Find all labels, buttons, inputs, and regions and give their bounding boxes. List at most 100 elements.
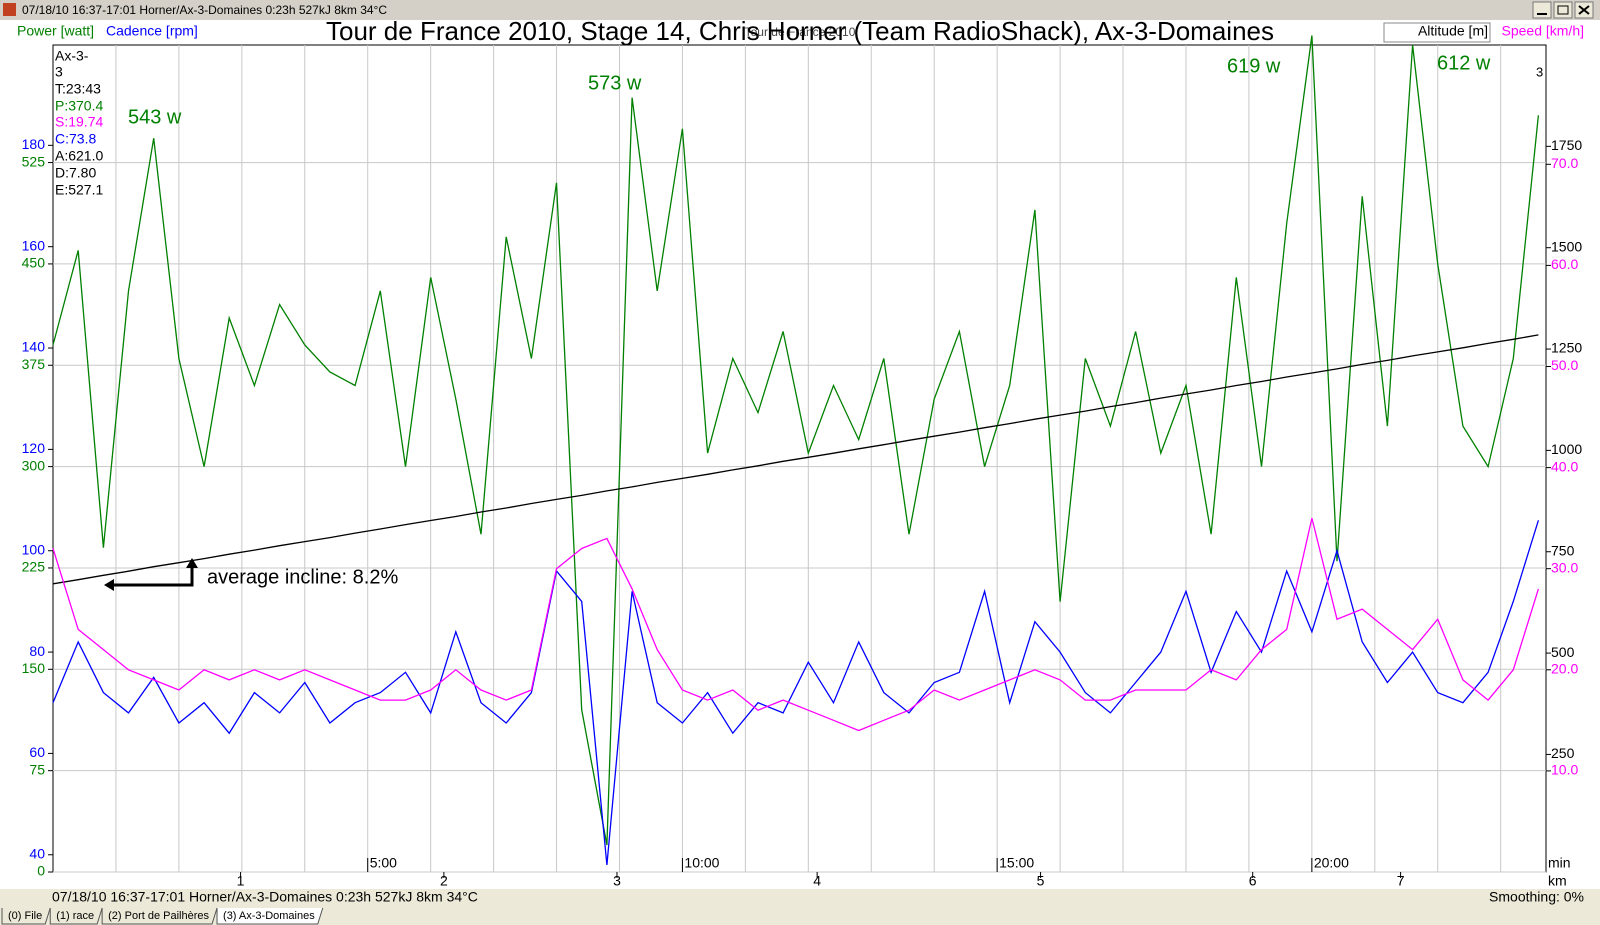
x-tick-label: 20:00	[1314, 855, 1349, 871]
y-tick-label: 0	[37, 863, 45, 879]
y-tick-label: 225	[22, 559, 46, 575]
arrow-head	[104, 579, 114, 591]
info-box: Ax-3- 3 T:23:43 P:370.4 S:19.74 C:73.8 A…	[55, 48, 103, 198]
arrow-line	[108, 563, 194, 587]
tab-shape	[101, 907, 218, 925]
corner-label: 3	[1536, 64, 1543, 79]
status-text: 07/18/10 16:37-17:01 Horner/Ax-3-Domaine…	[52, 889, 478, 905]
y-tick-label: 375	[22, 356, 46, 372]
legend-box	[1383, 22, 1491, 43]
series-line	[52, 334, 1539, 585]
maximize-button[interactable]	[1553, 1, 1573, 19]
x2-tick-label: 5	[1037, 873, 1045, 889]
y2-tick-label: 1250	[1551, 340, 1582, 356]
tab-shape	[49, 907, 103, 925]
y3-tick-label: 60	[29, 744, 45, 760]
y2-tick-label: 1000	[1551, 441, 1582, 457]
y4-tick-label: 70.0	[1551, 155, 1578, 171]
incline-annotation: average incline: 8.2%	[207, 566, 398, 588]
grid	[53, 45, 1546, 873]
x2-tick-label: 1	[237, 873, 245, 889]
tab[interactable]: (0) File	[1, 907, 51, 925]
y4-tick-label: 50.0	[1551, 357, 1578, 373]
y-tick-label: 525	[22, 153, 46, 169]
info-line: Ax-3-	[55, 48, 89, 64]
minimize-button[interactable]	[1532, 1, 1552, 19]
app-icon	[3, 3, 16, 16]
smoothing-status: Smoothing: 0%	[1489, 889, 1584, 905]
x2-tick-label: 2	[440, 873, 448, 889]
info-line: E:527.1	[55, 182, 103, 198]
x-tick-label: 5:00	[370, 855, 397, 871]
series-lines	[52, 35, 1540, 865]
info-line: C:73.8	[55, 131, 96, 147]
y2-tick-label: 1750	[1551, 137, 1582, 153]
axis-labels: 0751502253003754505254060801001201401601…	[17, 22, 1584, 889]
tab[interactable]: (3) Ax-3-Domaines	[216, 907, 324, 925]
tab-shape	[216, 907, 324, 925]
y-tick-label: 150	[22, 660, 46, 676]
y4-tick-label: 30.0	[1551, 559, 1578, 575]
y2-tick-label: 1500	[1551, 238, 1582, 254]
chart-title: Tour de France 2010, Stage 14, Chris Hor…	[326, 16, 1274, 46]
tab-shape	[1, 907, 51, 925]
close-icon	[1578, 5, 1590, 15]
peak-label: 619 w	[1227, 55, 1281, 77]
y3-tick-label: 160	[22, 237, 46, 253]
y-tick-label: 75	[29, 761, 45, 777]
x2-axis-unit: km	[1548, 873, 1567, 889]
info-line: S:19.74	[55, 114, 103, 130]
series-line	[52, 517, 1540, 732]
x2-tick-label: 6	[1249, 873, 1257, 889]
tab-bar: (0) File (1) race (2) Port de Pailhères (3)…	[1, 907, 324, 925]
title-bar	[0, 0, 1600, 20]
peak-label: 612 w	[1437, 52, 1491, 74]
info-line: T:23:43	[55, 81, 101, 97]
y3-tick-label: 120	[22, 440, 46, 456]
y4-tick-label: 20.0	[1551, 661, 1578, 677]
peak-label: 543 w	[128, 106, 182, 128]
y2-tick-label: 500	[1551, 644, 1575, 660]
tab-label: (3) Ax-3-Domaines	[223, 910, 315, 922]
info-line: D:7.80	[55, 165, 96, 181]
series-line	[52, 520, 1540, 865]
tab[interactable]: (2) Port de Pailhères	[101, 907, 218, 925]
info-line: 3	[55, 64, 63, 80]
info-line: P:370.4	[55, 98, 103, 114]
legend-entry: Altitude [m]	[1418, 23, 1488, 39]
tab-label: (1) race	[56, 910, 94, 922]
info-line: A:621.0	[55, 148, 103, 164]
y-tick-label: 450	[22, 255, 46, 271]
legend-entry: Power [watt]	[17, 23, 94, 39]
x-axis-unit: min	[1548, 855, 1571, 871]
peak-label: 573 w	[588, 72, 642, 94]
y4-tick-label: 40.0	[1551, 458, 1578, 474]
y2-tick-label: 250	[1551, 745, 1575, 761]
series-line	[52, 35, 1540, 846]
x2-tick-label: 3	[613, 873, 621, 889]
x-tick-label: 10:00	[684, 855, 719, 871]
y-tick-label: 300	[22, 457, 46, 473]
y3-tick-label: 80	[29, 643, 45, 659]
x2-tick-label: 7	[1397, 873, 1405, 889]
watermark: Tour de France 2010	[745, 25, 856, 39]
y2-tick-label: 750	[1551, 542, 1575, 558]
maximize-icon	[1557, 5, 1569, 15]
x2-tick-label: 4	[813, 873, 821, 889]
y3-tick-label: 100	[22, 541, 46, 557]
legend-entry: Cadence [rpm]	[106, 23, 198, 39]
y4-tick-label: 60.0	[1551, 256, 1578, 272]
y3-tick-label: 140	[22, 339, 46, 355]
tab-label: (0) File	[8, 910, 42, 922]
incline-arrow	[104, 558, 198, 591]
window-title: 07/18/10 16:37-17:01 Horner/Ax-3-Domaine…	[22, 3, 387, 17]
tab[interactable]: (1) race	[49, 907, 103, 925]
window-controls	[1532, 1, 1594, 19]
arrow-head	[186, 558, 198, 568]
tab-label: (2) Port de Pailhères	[108, 910, 209, 922]
y4-tick-label: 10.0	[1551, 762, 1578, 778]
y3-tick-label: 180	[22, 136, 46, 152]
y3-tick-label: 40	[29, 845, 45, 861]
